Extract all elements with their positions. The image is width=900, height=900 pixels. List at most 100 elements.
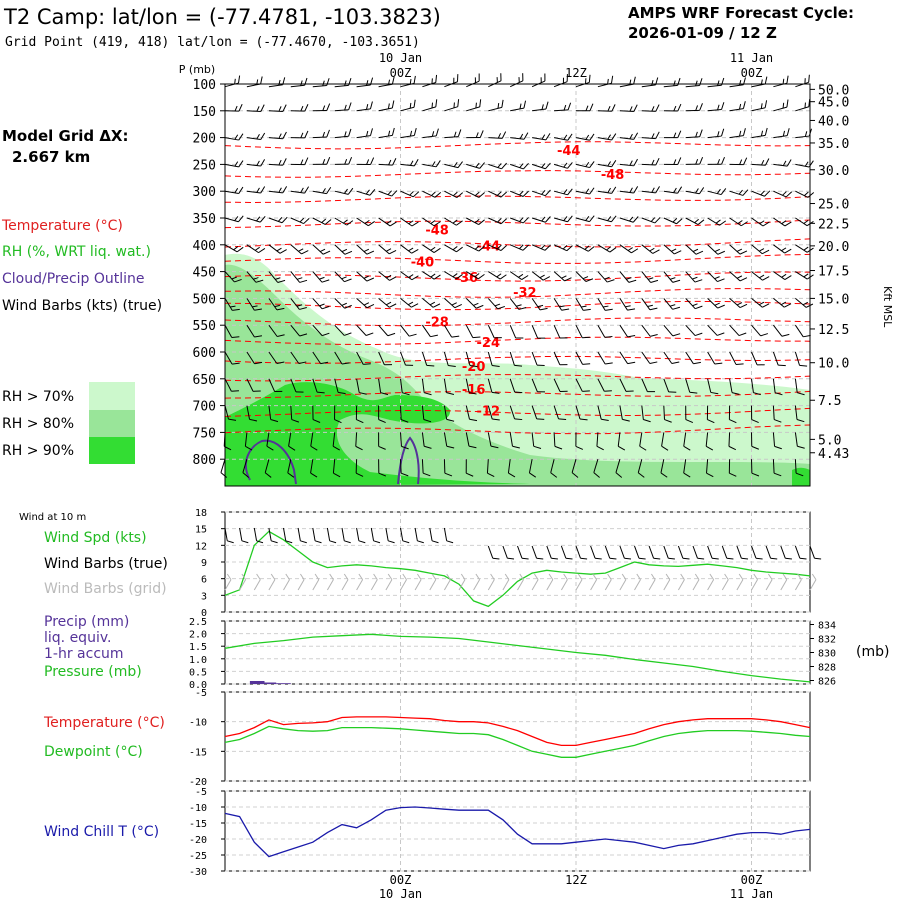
barb-feather bbox=[603, 305, 609, 308]
wind-barb bbox=[751, 432, 760, 450]
barb-staff bbox=[794, 378, 798, 393]
wind-barb-true bbox=[531, 545, 544, 560]
barb-staff bbox=[356, 324, 367, 336]
wind-barb bbox=[224, 215, 244, 223]
barb-feather bbox=[780, 301, 787, 306]
wind-barb bbox=[246, 159, 266, 167]
barb-staff bbox=[312, 217, 326, 225]
barb-feather bbox=[592, 573, 598, 580]
barb-feather bbox=[369, 189, 376, 196]
barb-staff bbox=[809, 545, 815, 559]
wind-barb bbox=[443, 459, 453, 477]
wind-barb bbox=[356, 351, 371, 365]
barb-feather bbox=[282, 186, 288, 194]
barb-feather bbox=[234, 187, 239, 194]
wind-barb bbox=[685, 351, 701, 365]
barb-staff bbox=[641, 163, 656, 166]
wind-barb bbox=[466, 244, 485, 252]
barb-feather bbox=[456, 74, 459, 82]
wind-barb-true bbox=[385, 527, 395, 544]
barb-feather bbox=[344, 304, 352, 309]
barb-feather bbox=[412, 191, 420, 198]
wind-barb-grid bbox=[604, 573, 612, 591]
barb-staff bbox=[400, 244, 412, 254]
barb-staff bbox=[422, 217, 435, 227]
barb-feather bbox=[807, 192, 815, 198]
barb-feather bbox=[322, 105, 326, 111]
barb-staff bbox=[532, 108, 547, 112]
barb-staff bbox=[663, 324, 674, 337]
barb-feather bbox=[563, 134, 568, 140]
barb-feather bbox=[803, 219, 809, 224]
isotherm-label: -48 bbox=[425, 223, 449, 238]
isotherm-line bbox=[224, 141, 811, 150]
barb-staff bbox=[597, 217, 612, 223]
wind-barb-grid bbox=[414, 573, 422, 591]
barb-feather bbox=[497, 217, 502, 223]
barb-feather bbox=[758, 301, 765, 306]
barb-feather bbox=[647, 304, 653, 308]
wind-barb bbox=[596, 432, 604, 451]
value-tick-label: -10 bbox=[189, 803, 207, 814]
barb-staff bbox=[772, 378, 776, 393]
wind-barb bbox=[356, 189, 376, 196]
top-date-label: 10 Jan bbox=[379, 51, 422, 65]
barb-staff bbox=[531, 351, 538, 366]
barb-staff bbox=[721, 545, 728, 559]
barb-staff bbox=[692, 545, 698, 559]
barb-staff bbox=[550, 459, 555, 473]
wind-barb bbox=[794, 351, 808, 367]
barb-feather bbox=[355, 445, 363, 451]
barb-staff bbox=[422, 135, 437, 139]
wind-barb bbox=[488, 162, 508, 170]
barb-feather bbox=[633, 158, 638, 167]
wind-barb bbox=[571, 459, 579, 478]
barb-feather bbox=[409, 78, 412, 85]
wind-barb bbox=[488, 190, 507, 198]
barb-feather bbox=[314, 540, 322, 544]
barb-staff bbox=[604, 579, 612, 591]
barb-staff bbox=[619, 137, 634, 140]
barb-feather bbox=[773, 472, 782, 477]
barb-feather bbox=[431, 191, 436, 196]
barb-feather bbox=[454, 304, 462, 309]
wind-barb bbox=[751, 324, 769, 337]
barb-staff bbox=[443, 527, 448, 541]
barb-staff bbox=[268, 137, 283, 140]
barb-staff bbox=[378, 83, 393, 88]
barb-feather bbox=[252, 305, 258, 308]
wind-barb bbox=[575, 298, 591, 311]
barb-staff bbox=[773, 217, 786, 227]
barb-feather bbox=[365, 189, 370, 195]
wind-barb-grid bbox=[356, 573, 364, 591]
barb-feather bbox=[668, 557, 675, 560]
wind-barb bbox=[356, 271, 375, 282]
wind-barb-grid bbox=[487, 573, 495, 591]
wind-barb bbox=[510, 244, 529, 251]
rh90-region bbox=[225, 382, 530, 486]
barb-feather bbox=[500, 218, 508, 225]
barb-feather bbox=[782, 191, 787, 196]
barb-feather bbox=[721, 128, 725, 137]
wind-barb-grid bbox=[780, 573, 788, 591]
barb-feather bbox=[770, 557, 778, 560]
wind-barb bbox=[641, 157, 660, 166]
legend-rh: RH (%, WRT liq. wat.) bbox=[2, 244, 151, 260]
wind-barb bbox=[597, 186, 617, 194]
legend-rh70-label: RH > 70% bbox=[2, 389, 74, 405]
wind-barb bbox=[641, 186, 660, 194]
barb-staff bbox=[751, 244, 763, 255]
barb-staff bbox=[795, 271, 808, 280]
barb-feather bbox=[413, 99, 416, 108]
wind-barb bbox=[597, 351, 613, 365]
barb-staff bbox=[619, 405, 623, 420]
cross-section-frame bbox=[224, 83, 811, 487]
barb-staff bbox=[378, 378, 382, 393]
barb-feather bbox=[566, 245, 573, 252]
barb-staff bbox=[356, 84, 371, 88]
barb-feather bbox=[607, 134, 611, 140]
barb-feather bbox=[260, 186, 266, 194]
barb-staff bbox=[773, 163, 788, 167]
isotherm-label: -28 bbox=[425, 316, 449, 331]
barb-feather bbox=[692, 248, 699, 253]
